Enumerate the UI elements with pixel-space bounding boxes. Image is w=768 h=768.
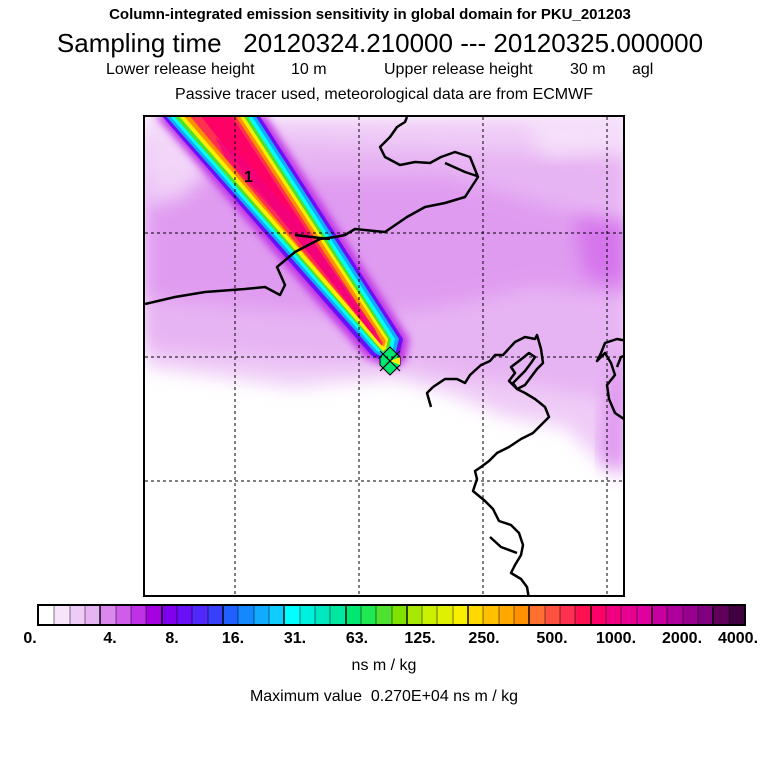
sampling-separator: --- [460, 28, 487, 58]
lower-release-label: Lower release height [106, 61, 255, 78]
tick-label: 63. [345, 630, 369, 647]
tick-label: 8. [165, 630, 179, 647]
tick-label: 500. [536, 630, 568, 647]
site-label: 1 [244, 169, 253, 186]
height-reference: agl [632, 61, 654, 78]
colorbar-tick-labels: 0. 4. 8. 16. 31. 63. 125. 250. 500. 1000… [0, 630, 768, 650]
colorbar-swatch [300, 606, 315, 624]
colorbar-swatch [70, 606, 85, 624]
colorbar-swatch [39, 606, 54, 624]
colorbar-swatch [453, 606, 468, 624]
colorbar-swatch [100, 606, 116, 624]
colorbar [37, 604, 746, 626]
colorbar-swatch [437, 606, 453, 624]
colorbar-swatch [499, 606, 514, 624]
colorbar-swatch [698, 606, 713, 624]
colorbar-unit: ns m / kg [351, 657, 417, 674]
upper-release-value: 30 m [570, 61, 606, 78]
tick-label: 4000. [717, 630, 759, 647]
colorbar-swatch [361, 606, 376, 624]
colorbar-swatch [131, 606, 146, 624]
upper-release-label: Upper release height [384, 61, 533, 78]
colorbar-swatch [85, 606, 100, 624]
map-panel: 1 [143, 115, 625, 597]
colorbar-swatch [606, 606, 621, 624]
colorbar-swatch [729, 606, 744, 624]
sampling-time-label: Sampling time [56, 28, 222, 58]
colorbar-swatch [483, 606, 499, 624]
colorbar-swatch [652, 606, 667, 624]
colorbar-swatch [315, 606, 330, 624]
maximum-value-label: Maximum value [249, 688, 362, 705]
tick-label: 31. [283, 630, 307, 647]
colorbar-swatch [560, 606, 575, 624]
tracer-note: Passive tracer used, meteorological data… [175, 86, 593, 103]
sensitivity-map: 1 [145, 117, 623, 595]
tick-label: 4. [103, 630, 117, 647]
sampling-start: 20120324.210000 [243, 28, 453, 58]
lat-lon-grid [145, 117, 623, 595]
colorbar-swatch [667, 606, 683, 624]
colorbar-swatch [713, 606, 729, 624]
colorbar-swatch [637, 606, 652, 624]
colorbar-swatch [162, 606, 177, 624]
colorbar-swatch [54, 606, 70, 624]
colorbar-swatch [376, 606, 392, 624]
tick-label: 250. [468, 630, 500, 647]
colorbar-swatch [591, 606, 606, 624]
colorbar-swatch [346, 606, 361, 624]
colorbar-swatch [116, 606, 131, 624]
colorbar-swatch [223, 606, 238, 624]
colorbar-swatch [330, 606, 346, 624]
colorbar-swatch [514, 606, 529, 624]
colorbar-swatch [621, 606, 637, 624]
tick-label: 125. [404, 630, 436, 647]
chart-title: Column-integrated emission sensitivity i… [109, 6, 631, 23]
colorbar-swatch [238, 606, 254, 624]
maximum-value-line: Maximum value 0.270E+04 ns m / kg [0, 688, 768, 706]
colorbar-swatch [192, 606, 208, 624]
colorbar-swatch [407, 606, 422, 624]
colorbar-swatch [208, 606, 223, 624]
colorbar-swatches [39, 606, 744, 624]
tick-label: 16. [221, 630, 245, 647]
colorbar-swatch [177, 606, 192, 624]
colorbar-swatch [269, 606, 284, 624]
colorbar-swatch [422, 606, 437, 624]
sensitivity-plume [156, 117, 409, 369]
colorbar-swatch [284, 606, 300, 624]
sampling-end: 20120325.000000 [493, 28, 704, 58]
colorbar-swatch [254, 606, 269, 624]
colorbar-swatch [468, 606, 483, 624]
tick-label: 2000. [661, 630, 703, 647]
colorbar-swatch [146, 606, 162, 624]
colorbar-swatch [575, 606, 591, 624]
tick-label: 1000. [595, 630, 637, 647]
colorbar-swatch [392, 606, 407, 624]
colorbar-swatch [683, 606, 698, 624]
tick-label: 0. [23, 630, 37, 647]
lower-release-value: 10 m [291, 61, 327, 78]
coastlines [145, 117, 623, 595]
maximum-value: 0.270E+04 ns m / kg [370, 688, 519, 705]
colorbar-swatch [545, 606, 560, 624]
sampling-time-line: Sampling time 20120324.210000 --- 201203… [0, 28, 760, 59]
colorbar-swatch [529, 606, 545, 624]
